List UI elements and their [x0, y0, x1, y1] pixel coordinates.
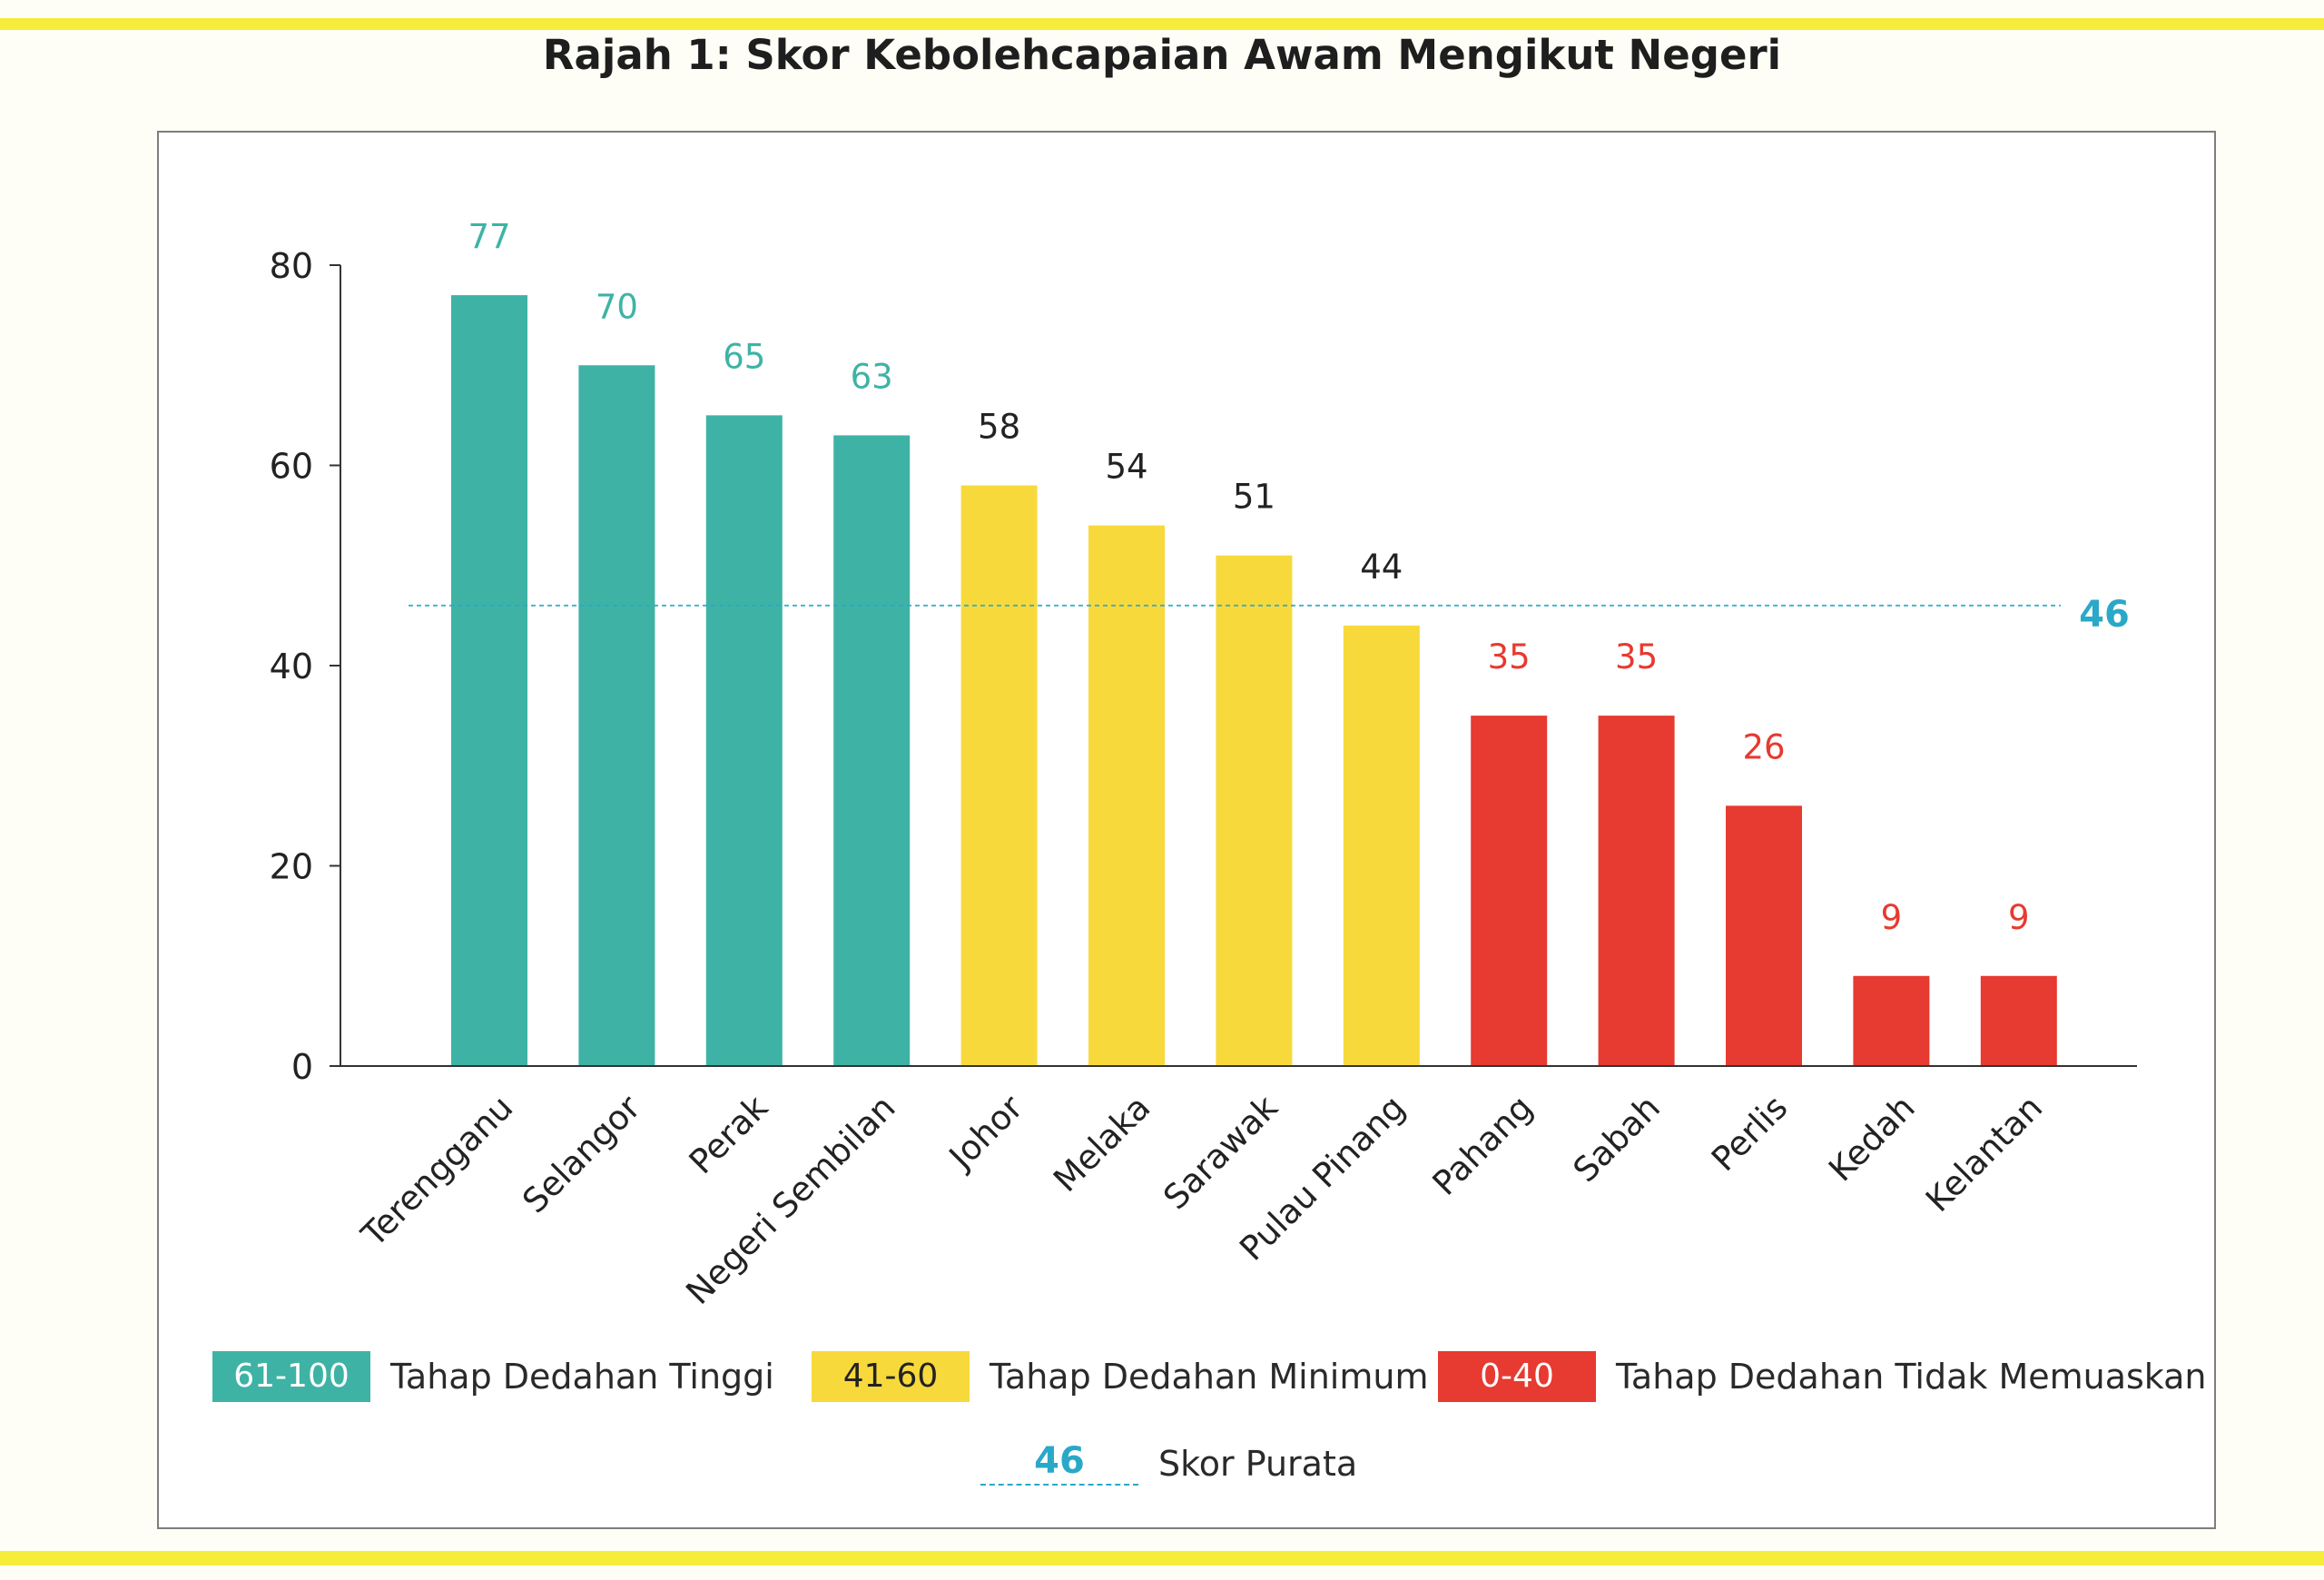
x-tick-label: Johor [940, 1087, 1030, 1177]
bottom-stripe [0, 1551, 2324, 1565]
data-label: 58 [978, 408, 1020, 447]
data-label: 51 [1233, 478, 1275, 517]
bar [578, 365, 655, 1066]
data-label: 63 [851, 357, 893, 396]
y-tick-label: 20 [270, 847, 313, 887]
bar [1598, 716, 1675, 1066]
bar [960, 485, 1038, 1066]
data-label: 44 [1360, 548, 1403, 587]
data-label: 54 [1105, 448, 1147, 487]
x-tick-label: Kedah [1821, 1088, 1923, 1190]
x-tick-label: Negeri Sembilan [678, 1088, 902, 1312]
top-stripe [0, 18, 2324, 30]
data-label: 26 [1742, 727, 1785, 766]
bar [705, 415, 783, 1066]
data-label: 35 [1488, 637, 1531, 676]
average-label: 46 [2079, 594, 2130, 636]
chart-title: Rajah 1: Skor Kebolehcapaian Awam Mengik… [542, 31, 1782, 79]
bar [1853, 975, 1930, 1066]
bar [1088, 525, 1165, 1066]
y-tick-label: 80 [270, 246, 313, 286]
y-tick-label: 40 [270, 647, 313, 686]
data-label: 77 [468, 217, 510, 256]
y-tick-label: 0 [291, 1047, 313, 1087]
x-tick-label: Terengganu [353, 1088, 520, 1255]
x-tick-label: Pahang [1425, 1088, 1541, 1203]
x-tick-label: Sarawak [1156, 1088, 1285, 1218]
bar [1980, 975, 2057, 1066]
x-tick-label: Selangor [515, 1087, 648, 1220]
data-label: 9 [2008, 898, 2030, 937]
bar [1343, 625, 1420, 1066]
y-tick-label: 60 [270, 447, 313, 487]
bar [1216, 555, 1293, 1066]
data-label: 65 [723, 337, 765, 376]
bar [833, 435, 911, 1066]
data-label: 70 [596, 287, 638, 326]
x-tick-label: Perak [682, 1088, 776, 1182]
x-tick-label: Kelantan [1918, 1088, 2050, 1220]
bar [1726, 805, 1802, 1066]
data-label: 35 [1615, 637, 1658, 676]
x-tick-label: Melaka [1046, 1088, 1157, 1200]
bar [1471, 716, 1548, 1066]
x-tick-label: Perlis [1704, 1088, 1795, 1179]
x-tick-label: Sabah [1566, 1088, 1668, 1190]
bar [451, 295, 527, 1066]
data-label: 9 [1881, 898, 1903, 937]
